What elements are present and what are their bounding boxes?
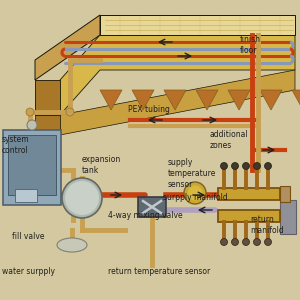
Text: return
manifold: return manifold [250, 215, 284, 235]
Circle shape [27, 120, 37, 130]
Polygon shape [35, 115, 60, 135]
Circle shape [254, 238, 260, 245]
Text: fill valve: fill valve [12, 232, 44, 241]
Polygon shape [228, 90, 250, 110]
Text: additional
zones: additional zones [210, 130, 249, 150]
Polygon shape [35, 15, 100, 80]
Text: supply
temperature
sensor: supply temperature sensor [168, 158, 216, 189]
Bar [15, 189, 37, 202]
Bar [218, 188, 280, 200]
Circle shape [220, 238, 227, 245]
Circle shape [65, 181, 99, 215]
Circle shape [254, 163, 260, 170]
Text: surpply manifold: surpply manifold [163, 193, 228, 202]
Text: PEX tubing: PEX tubing [128, 106, 170, 115]
Polygon shape [292, 90, 300, 110]
Bar [138, 197, 166, 217]
Polygon shape [60, 35, 295, 115]
Polygon shape [132, 90, 154, 110]
Polygon shape [60, 70, 295, 135]
Text: water surpply: water surpply [2, 266, 55, 275]
Polygon shape [35, 80, 60, 115]
Polygon shape [35, 80, 60, 115]
Polygon shape [164, 90, 186, 110]
Polygon shape [100, 90, 122, 110]
Circle shape [26, 108, 34, 116]
Polygon shape [260, 90, 282, 110]
Circle shape [242, 238, 250, 245]
Circle shape [66, 108, 74, 116]
Text: system
control: system control [2, 135, 30, 155]
Circle shape [232, 163, 238, 170]
Bar [280, 186, 290, 202]
Circle shape [188, 185, 202, 200]
Bar [3, 130, 61, 205]
Circle shape [242, 163, 250, 170]
Circle shape [62, 178, 102, 218]
Circle shape [232, 238, 238, 245]
Text: finish
floor: finish floor [240, 35, 261, 55]
Polygon shape [196, 90, 218, 110]
Circle shape [265, 163, 272, 170]
Text: 4-way mixing valve: 4-way mixing valve [108, 211, 183, 220]
Bar [218, 210, 280, 222]
Circle shape [265, 238, 272, 245]
Ellipse shape [57, 238, 87, 252]
Circle shape [220, 163, 227, 170]
Circle shape [184, 182, 206, 204]
Text: return temperature sensor: return temperature sensor [108, 266, 210, 275]
Polygon shape [100, 15, 295, 35]
Bar [8, 135, 56, 195]
Polygon shape [35, 135, 60, 175]
Text: expansion
tank: expansion tank [82, 155, 121, 175]
Bar [280, 200, 296, 234]
